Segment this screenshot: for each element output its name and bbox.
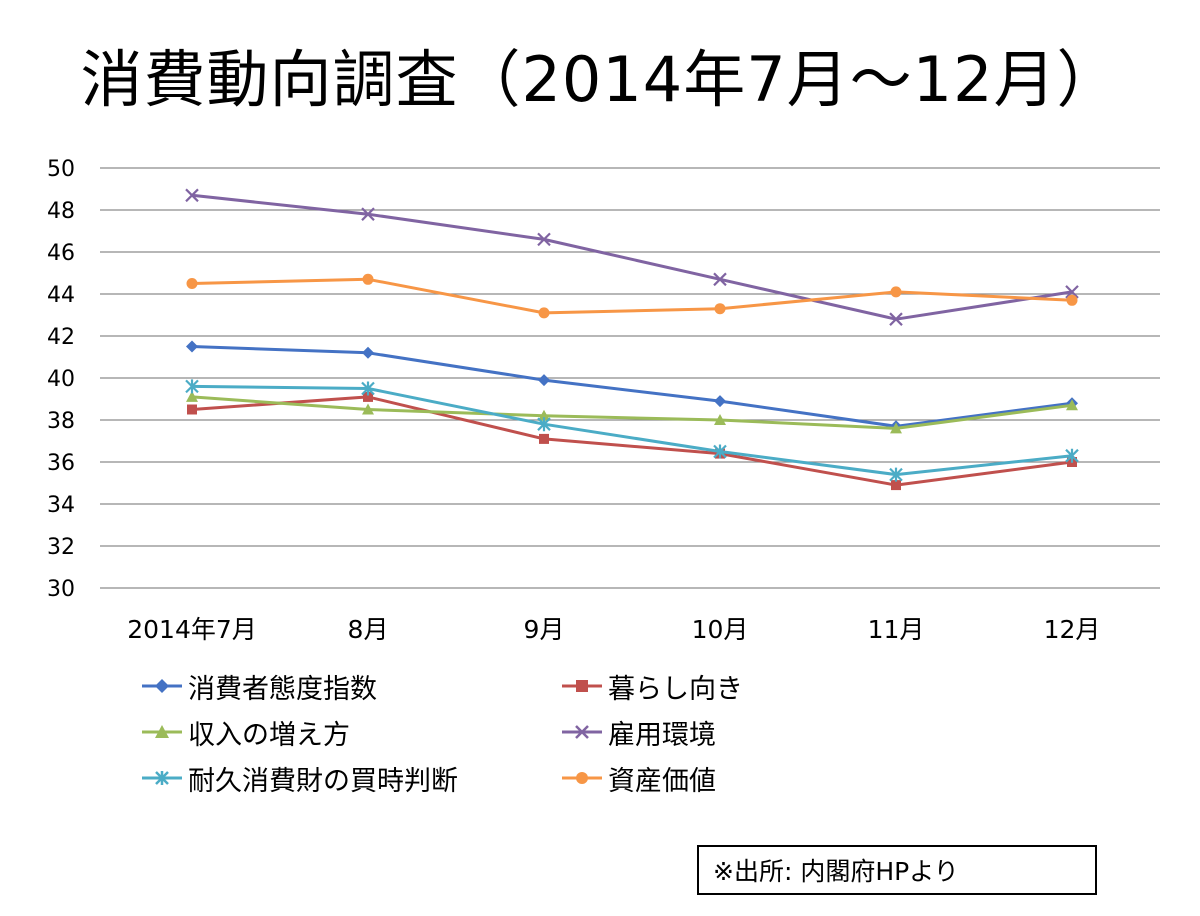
data-point	[537, 232, 551, 247]
gridlines	[100, 167, 1160, 589]
data-point	[714, 395, 726, 408]
data-point	[714, 414, 726, 425]
x-tick-label: 2014年7月	[127, 615, 257, 644]
data-point	[187, 404, 197, 415]
x-tick-label: 11月	[868, 615, 925, 644]
data-point	[539, 433, 549, 444]
legend-marker-diamond-icon	[142, 679, 182, 693]
y-tick-label: 36	[47, 451, 75, 476]
data-point	[890, 286, 902, 298]
chart-title: 消費動向調査（2014年7月～12月）	[80, 43, 1120, 116]
data-point	[1065, 285, 1079, 299]
data-point	[538, 374, 550, 387]
legend-label: 収入の増え方	[188, 719, 350, 751]
series-line	[191, 395, 1073, 430]
legend-item-living: 暮らし向き	[560, 664, 743, 708]
y-tick-label: 32	[47, 535, 75, 560]
y-tick-label: 48	[47, 199, 75, 224]
data-point	[363, 391, 373, 402]
y-tick-label: 38	[47, 409, 75, 434]
series-line	[191, 345, 1073, 428]
series-triangle	[186, 390, 1078, 434]
data-point	[891, 480, 901, 491]
data-point	[1066, 399, 1078, 411]
data-point	[186, 390, 198, 402]
data-point	[362, 403, 374, 415]
y-tick-label: 46	[47, 241, 75, 266]
y-tick-label: 34	[47, 493, 75, 518]
x-tick-label: 8月	[348, 615, 389, 644]
legend-label: 雇用環境	[608, 719, 716, 751]
legend-marker-circle-icon	[562, 772, 602, 784]
data-point	[538, 307, 550, 319]
legend-item-consumer-confidence: 消費者態度指数	[140, 664, 377, 708]
data-point	[889, 312, 903, 326]
data-point	[538, 409, 550, 421]
y-tick-label: 42	[47, 325, 75, 350]
data-point	[714, 303, 726, 315]
series-circle	[186, 273, 1078, 319]
x-tick-label: 12月	[1044, 615, 1101, 644]
data-point	[1065, 448, 1079, 463]
legend-label: 暮らし向き	[608, 673, 743, 705]
data-point	[890, 422, 902, 434]
x-tick-label: 10月	[692, 615, 749, 644]
data-point	[185, 188, 199, 203]
legend-marker-triangle-icon	[142, 725, 182, 738]
y-tick-label: 44	[47, 283, 75, 308]
legend-marker-x-icon	[562, 725, 602, 739]
legend-label: 資産価値	[608, 765, 716, 797]
legend-marker-square-icon	[562, 680, 602, 692]
y-tick-label: 50	[47, 157, 75, 182]
series-star	[185, 379, 1079, 482]
data-point	[186, 278, 198, 289]
legend-item-employment: 雇用環境	[560, 710, 716, 754]
legend-label: 耐久消費財の買時判断	[188, 765, 458, 797]
x-tick-label: 9月	[524, 615, 565, 644]
y-axis-tick-labels: 30 32 34 36 38 40 42 44 46 48 50	[47, 157, 75, 602]
legend: 消費者態度指数 暮らし向き 収入の増え方 雇用環境 耐久消費財の買時判断	[140, 664, 900, 814]
legend-item-durables: 耐久消費財の買時判断	[140, 756, 458, 800]
x-axis-tick-labels: 2014年7月 8月 9月 10月 11月 12月	[127, 615, 1100, 644]
data-point	[713, 272, 727, 287]
legend-label: 消費者態度指数	[188, 673, 377, 705]
data-point	[362, 346, 374, 359]
legend-item-income: 収入の増え方	[140, 710, 350, 754]
legend-marker-star-icon	[142, 771, 182, 785]
y-tick-label: 30	[47, 577, 75, 602]
data-point	[1066, 294, 1078, 306]
series-line	[191, 193, 1073, 321]
data-point	[185, 379, 199, 394]
source-note: ※出所: 内閣府HPより	[697, 845, 1097, 895]
y-tick-label: 40	[47, 367, 75, 392]
data-point	[713, 444, 727, 459]
data-point	[537, 417, 551, 432]
data-point	[186, 340, 198, 353]
series-line	[191, 395, 1073, 487]
data-point	[361, 381, 375, 396]
series-x	[185, 188, 1079, 326]
series-lines	[185, 188, 1079, 491]
data-point	[889, 467, 903, 482]
series-line	[191, 277, 1073, 315]
data-point	[361, 207, 375, 221]
legend-item-asset-value: 資産価値	[560, 756, 716, 800]
series-line	[191, 384, 1073, 477]
data-point	[362, 273, 374, 285]
